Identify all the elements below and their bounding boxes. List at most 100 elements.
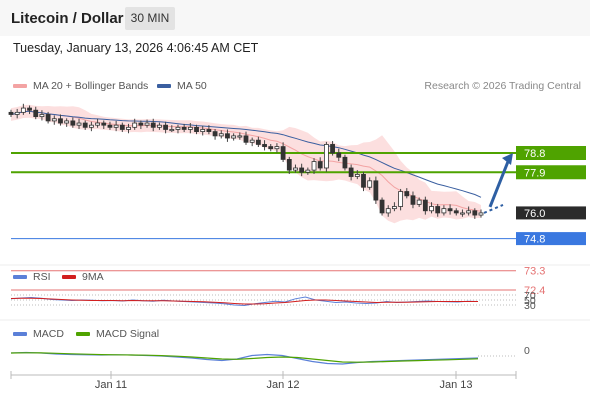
candle-body: [45, 114, 51, 122]
forecast-arrow: [483, 153, 513, 214]
candle-body: [367, 180, 373, 188]
candle-body: [422, 199, 428, 212]
candle-body: [95, 122, 100, 126]
bollinger-band: [10, 104, 482, 224]
research-credit: Research © 2026 Trading Central: [424, 80, 581, 92]
candle-body: [212, 131, 218, 137]
legend-rsi-ma-label: 9MA: [82, 271, 104, 283]
rsi-level-label: 50: [524, 295, 536, 307]
candle-body: [293, 167, 298, 171]
candle-body: [416, 199, 422, 205]
legend-macd: MACD: [13, 328, 64, 340]
timestamp: Tuesday, January 13, 2026 4:06:45 AM CET: [13, 41, 259, 55]
candle-body: [330, 144, 335, 154]
candle-body: [305, 169, 311, 173]
candle-body: [107, 124, 113, 128]
bollinger-band-area: [11, 104, 481, 224]
candle-body: [76, 122, 82, 126]
x-label-jan-13: Jan 13: [439, 379, 472, 391]
candle-body: [268, 146, 274, 150]
candle-body: [323, 144, 329, 169]
candle-body: [163, 124, 169, 130]
legend-rsi: RSI: [13, 271, 51, 283]
rsi-level-label: 70: [524, 290, 536, 302]
price-levels: [11, 152, 516, 291]
legend-rsi-ma: 9MA: [62, 271, 104, 283]
candlesticks: [8, 103, 484, 219]
candle-body: [58, 118, 63, 124]
rsi-ma-line: [10, 297, 478, 305]
candle-body: [373, 180, 379, 201]
candle-body: [410, 195, 416, 205]
level-72-4-label: 72.4: [524, 285, 545, 297]
candle-body: [126, 126, 131, 130]
candle-body: [435, 206, 441, 214]
candle-body: [385, 208, 391, 214]
candle-body: [138, 122, 144, 126]
candle-body: [175, 126, 181, 130]
candle-body: [88, 124, 94, 128]
candle-body: [225, 133, 230, 139]
level-73-3-label: 73.3: [524, 266, 545, 278]
candle-body: [404, 191, 410, 197]
macd-signal-swatch: [76, 332, 90, 337]
candle-body: [144, 122, 150, 126]
candle-body: [14, 111, 20, 115]
legend-rsi-label: RSI: [33, 271, 51, 283]
candle-body: [361, 173, 366, 188]
legend-bollinger-label: MA 20 + Bollinger Bands: [33, 80, 149, 92]
candle-body: [39, 114, 45, 118]
candle-body: [441, 208, 447, 214]
candle-body: [398, 191, 404, 207]
rsi-ma-swatch: [62, 275, 76, 280]
ma50-line: [10, 110, 482, 198]
candle-body: [478, 212, 484, 216]
candle-body: [27, 107, 32, 111]
candle-body: [249, 139, 255, 143]
candle-body: [348, 167, 354, 177]
candle-body: [392, 206, 397, 210]
moving-averages: [10, 110, 482, 198]
level-77-9-label: 77.9: [524, 167, 545, 179]
macd-signal-line: [10, 352, 479, 363]
candle-body: [274, 146, 280, 150]
candle-body: [299, 167, 305, 173]
candle-body: [317, 161, 323, 169]
candle-body: [150, 122, 156, 128]
level-78-8-badge: [516, 146, 586, 160]
candle-body: [342, 156, 348, 169]
candle-body: [311, 161, 317, 171]
macd-zero-label: 0: [524, 345, 530, 357]
forecast-arrow-shaft: [488, 158, 511, 208]
candle-body: [119, 124, 125, 130]
bollinger-swatch: [13, 84, 27, 89]
legend-macd-label: MACD: [33, 328, 64, 340]
macd-panel: 0: [10, 345, 530, 365]
candle-body: [51, 118, 57, 122]
candle-body: [194, 126, 199, 132]
candle-body: [237, 135, 243, 138]
candle-body: [132, 122, 138, 128]
level-76-0-label: 76.0: [524, 208, 545, 220]
candle-body: [206, 129, 212, 133]
candle-body: [255, 139, 261, 145]
ma50-swatch: [157, 84, 171, 89]
level-labels: 78.8 77.9 76.0 74.8 73.3 72.4: [516, 146, 586, 297]
candle-body: [187, 126, 193, 130]
candle-body: [243, 135, 249, 143]
instrument-title: Litecoin / Dollar: [11, 10, 124, 27]
candle-body: [200, 129, 206, 133]
x-axis-labels: Jan 11 Jan 12 Jan 13: [95, 371, 473, 391]
candle-body: [64, 120, 70, 124]
candle-body: [262, 144, 267, 147]
level-74-8-label: 74.8: [524, 234, 545, 246]
macd-swatch: [13, 332, 27, 337]
level-78-8-label: 78.8: [524, 148, 545, 160]
candle-body: [453, 210, 459, 214]
candle-body: [82, 122, 88, 128]
level-77-9-badge: [516, 165, 586, 180]
candle-body: [379, 199, 385, 214]
timeframe-badge[interactable]: 30 MIN: [125, 7, 175, 30]
